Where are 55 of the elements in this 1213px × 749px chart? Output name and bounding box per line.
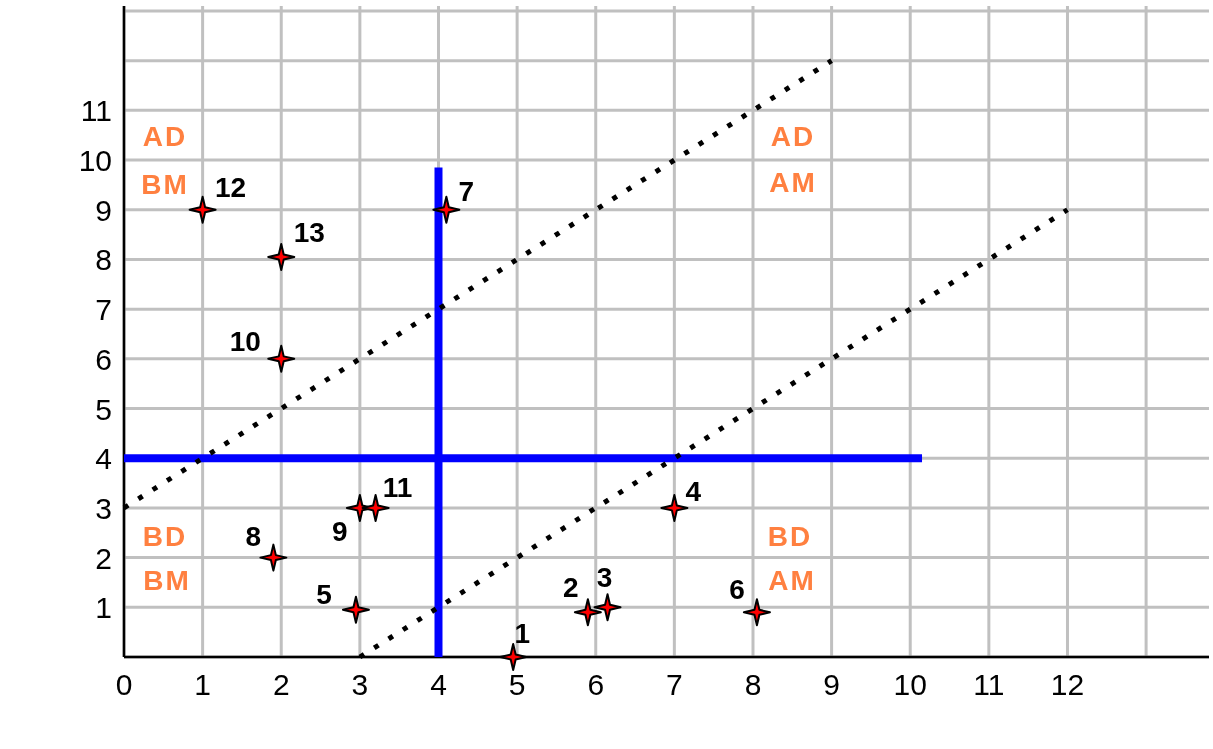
annotation: 6	[729, 573, 745, 605]
point	[593, 593, 622, 622]
y-tick-label: 6	[95, 342, 112, 376]
annotation: AM	[769, 166, 817, 198]
x-tick-label: 9	[823, 667, 840, 701]
x-tick-label: 3	[351, 667, 369, 701]
y-tick-label: 7	[95, 292, 112, 326]
x-tick-label: 6	[587, 667, 605, 701]
x-tick-label: 11	[973, 667, 1005, 701]
annotation: 4	[685, 475, 702, 507]
point	[188, 195, 217, 224]
y-tick-label: 8	[95, 242, 112, 276]
annotation: 12	[215, 171, 247, 203]
annotation: AD	[142, 120, 188, 152]
annotation: BM	[141, 168, 189, 200]
annotation: 8	[245, 520, 262, 552]
annotation: 1	[514, 617, 530, 649]
point	[267, 344, 296, 373]
y-tick-label: 10	[78, 143, 112, 177]
point	[259, 543, 288, 572]
x-tick-label: 4	[430, 667, 447, 701]
x-tick-label: 7	[666, 667, 683, 701]
x-tick-label: 0	[115, 667, 133, 701]
annotation: 3	[596, 561, 613, 593]
annotation: 5	[316, 578, 332, 610]
x-tick-label: 10	[893, 667, 927, 701]
annotation: 13	[293, 216, 325, 248]
annotation: AM	[768, 564, 816, 596]
y-tick-label: 11	[80, 93, 112, 127]
point	[499, 643, 528, 671]
annotation: 11	[382, 471, 413, 503]
x-tick-label: 2	[272, 667, 290, 701]
annotation: BD	[767, 520, 813, 552]
annotation: 2	[563, 571, 579, 603]
annotation: 10	[229, 325, 261, 357]
annotation: 7	[458, 175, 475, 207]
point	[432, 195, 461, 224]
y-tick-label: 1	[95, 590, 112, 624]
annotation: BD	[142, 520, 188, 552]
y-tick-label: 5	[95, 392, 112, 426]
y-tick-label: 4	[95, 441, 112, 475]
point	[341, 595, 370, 624]
x-tick-label: 12	[1050, 667, 1085, 701]
x-tick-label: 1	[194, 667, 211, 701]
annotation: AD	[770, 120, 816, 152]
point	[573, 598, 602, 627]
y-tick-label: 2	[95, 541, 112, 575]
y-tick-label: 3	[95, 491, 112, 525]
x-tick-label: 8	[744, 667, 762, 701]
x-tick-label: 5	[508, 667, 526, 701]
y-tick-label: 9	[95, 193, 112, 227]
annotation: BM	[143, 564, 191, 596]
point	[267, 242, 296, 271]
annotation: 9	[332, 515, 348, 547]
point	[742, 598, 771, 627]
